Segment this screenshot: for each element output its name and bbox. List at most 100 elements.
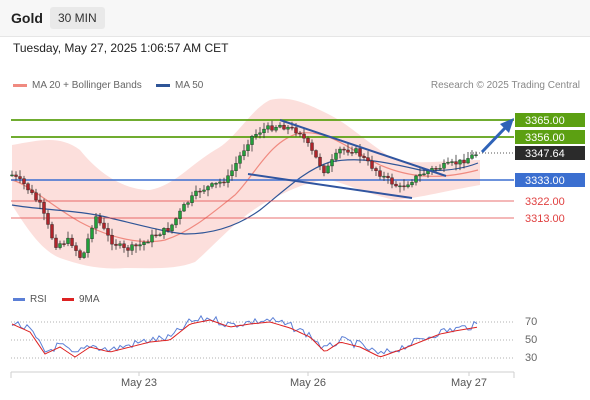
candle-body	[362, 156, 366, 158]
legend-ma20: MA 20 + Bollinger Bands	[13, 80, 142, 91]
candle-body	[202, 189, 206, 192]
candle-body	[374, 168, 378, 171]
candle-body	[154, 234, 158, 237]
forecast-arrow	[480, 125, 508, 154]
candle-body	[30, 189, 34, 193]
r2-label: 3365.00	[525, 115, 565, 127]
candle-body	[270, 125, 274, 131]
r1-tag: 3356.00	[515, 130, 585, 144]
candle-body	[330, 159, 334, 167]
candle-body	[230, 170, 234, 176]
candle-body	[214, 183, 218, 185]
candle-body	[418, 174, 422, 177]
r2-tag: 3365.00	[515, 113, 585, 127]
candle-body	[290, 126, 294, 129]
candle-body	[246, 144, 250, 151]
s2-label: 3313.00	[525, 213, 565, 225]
candle-body	[250, 136, 254, 145]
candle-body	[190, 195, 194, 203]
x-label-may27: May 27	[451, 377, 487, 389]
candle-body	[206, 186, 210, 191]
x-label-may23: May 23	[121, 377, 157, 389]
candle-body	[142, 241, 146, 245]
chart-header: Gold 30 MIN	[0, 0, 590, 37]
candle-body	[394, 183, 398, 187]
rsi-ma-legend: 9MA	[62, 294, 100, 305]
candle-body	[262, 128, 266, 134]
candle-body	[146, 241, 150, 244]
candle-body	[62, 243, 66, 245]
candle-body	[78, 250, 82, 258]
candle-body	[326, 165, 330, 174]
rsi-legend: RSI	[13, 294, 47, 305]
candle-body	[454, 161, 458, 165]
timeframe-button[interactable]: 30 MIN	[50, 7, 105, 29]
candle-body	[390, 177, 394, 185]
last-price-label: 3347.64	[525, 148, 565, 160]
forecast-arrowhead	[500, 118, 514, 133]
candle-body	[18, 176, 22, 179]
candle-body	[378, 170, 382, 177]
candle-body	[174, 218, 178, 226]
candle-body	[138, 244, 142, 247]
candle-body	[402, 185, 406, 188]
candle-body	[462, 159, 466, 164]
wedge-lower-line	[247, 173, 413, 199]
candle-body	[186, 202, 190, 205]
rsi-legend-label: RSI	[30, 294, 47, 305]
candle-body	[102, 222, 106, 229]
candle-body	[226, 175, 230, 183]
rsi-ma-line	[11, 319, 478, 358]
candle-body	[282, 124, 286, 130]
candle-body	[198, 190, 202, 193]
candle-body	[334, 152, 338, 160]
candle-body	[46, 213, 50, 225]
candle-body	[122, 243, 126, 248]
candle-body	[170, 224, 174, 232]
candle-body	[438, 168, 442, 170]
candle-body	[314, 150, 318, 158]
x-label-may26: May 26	[290, 377, 326, 389]
instrument-title: Gold	[11, 10, 43, 26]
candle-body	[354, 148, 358, 153]
wedge-upper-line	[279, 119, 447, 177]
candle-body	[474, 154, 478, 156]
candle-body	[410, 182, 414, 186]
candle-body	[58, 243, 62, 248]
candle-body	[406, 184, 410, 188]
candle-body	[458, 159, 462, 165]
s1-label: 3322.00	[525, 196, 565, 208]
candle-body	[350, 152, 354, 154]
rsi-swatch	[13, 297, 25, 301]
rsi-ma-legend-label: 9MA	[79, 294, 100, 305]
candle-body	[74, 245, 78, 251]
rsi-tick-70: 70	[525, 316, 537, 328]
candle-body	[82, 252, 86, 258]
candle-body	[398, 185, 402, 188]
candle-body	[42, 202, 46, 214]
candle-body	[66, 237, 70, 244]
candle-body	[110, 235, 114, 245]
candle-body	[166, 228, 170, 232]
candle-body	[358, 148, 362, 157]
candle-body	[70, 237, 74, 246]
rsi-ma-swatch	[62, 297, 74, 301]
candle-body	[218, 181, 222, 184]
candle-body	[86, 238, 90, 253]
candle-body	[310, 142, 314, 151]
rsi-tick-50: 50	[525, 334, 537, 346]
bollinger-band	[12, 98, 480, 269]
candle-body	[10, 174, 14, 177]
candle-body	[342, 148, 346, 151]
candle-body	[278, 124, 282, 128]
candle-body	[242, 150, 246, 157]
candle-body	[22, 178, 26, 184]
candle-body	[382, 175, 386, 178]
candle-body	[90, 227, 94, 239]
candle-body	[414, 175, 418, 183]
candle-body	[450, 161, 454, 163]
candle-body	[134, 244, 138, 247]
candle-body	[106, 228, 110, 236]
candle-body	[258, 132, 262, 135]
